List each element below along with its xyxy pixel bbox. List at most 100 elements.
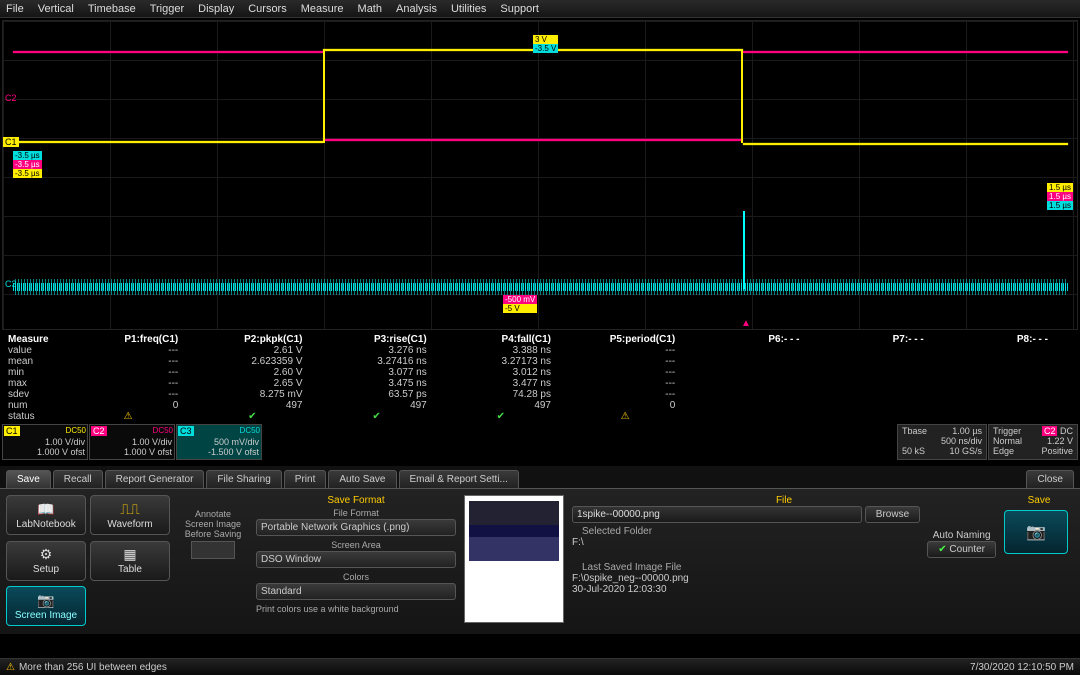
status-message: More than 256 UI between edges: [19, 662, 167, 673]
measure-cell: 3.276 ns: [327, 345, 451, 356]
status-icon: [948, 411, 1072, 422]
measure-header: P5:period(C1): [575, 334, 699, 345]
measure-header: P2:pkpk(C1): [202, 334, 326, 345]
screen-area-dropdown[interactable]: DSO Window: [256, 551, 456, 568]
tab-print[interactable]: Print: [284, 470, 327, 488]
measure-header: P7:- - -: [824, 334, 948, 345]
tab-save[interactable]: Save: [6, 470, 51, 488]
measure-cell: ---: [575, 345, 699, 356]
measure-cell: [948, 345, 1072, 356]
measure-cell: num: [8, 400, 78, 411]
menu-analysis[interactable]: Analysis: [396, 3, 437, 15]
measure-cell: [824, 400, 948, 411]
measure-cell: [699, 345, 823, 356]
status-icon: ⚠: [78, 411, 202, 422]
measure-cell: 63.57 ps: [327, 389, 451, 400]
menu-display[interactable]: Display: [198, 3, 234, 15]
tab-recall[interactable]: Recall: [53, 470, 103, 488]
measure-cell: [699, 367, 823, 378]
waveform-display[interactable]: C1 C2 C3 3 V-3.5 V -3.5 µs-3.5 µs-3.5 µs…: [2, 20, 1078, 330]
menu-support[interactable]: Support: [500, 3, 539, 15]
timebase-panel[interactable]: Tbase1.00 µs 500 ns/div 50 kS10 GS/s: [897, 424, 987, 460]
menu-utilities[interactable]: Utilities: [451, 3, 486, 15]
menu-vertical[interactable]: Vertical: [38, 3, 74, 15]
counter-button[interactable]: ✔ Counter: [927, 541, 996, 558]
status-bar: ⚠ More than 256 UI between edges 7/30/20…: [0, 658, 1080, 675]
measure-header: P6:- - -: [699, 334, 823, 345]
channel-label-c3: C3: [3, 279, 19, 289]
measure-header: P4:fall(C1): [451, 334, 575, 345]
trigger-arrow-icon: ▲: [741, 318, 751, 329]
measure-cell: 3.012 ns: [451, 367, 575, 378]
status-icon: ✔: [202, 411, 326, 422]
waveform-c2: [13, 51, 323, 53]
measure-cell: [948, 356, 1072, 367]
annotate-checkbox[interactable]: [191, 541, 235, 559]
waveform-icon: ⎍⎍: [120, 501, 140, 518]
measure-cell: ---: [78, 367, 202, 378]
measure-cell: ---: [575, 356, 699, 367]
close-button[interactable]: Close: [1026, 470, 1074, 488]
menu-file[interactable]: File: [6, 3, 24, 15]
measure-cell: 2.61 V: [202, 345, 326, 356]
measure-cell: 3.27173 ns: [451, 356, 575, 367]
measure-cell: 74.28 ps: [451, 389, 575, 400]
channel-box-c1[interactable]: C1DC50 1.00 V/div1.000 V ofst: [2, 424, 88, 460]
measure-cell: ---: [575, 378, 699, 389]
measure-cell: max: [8, 378, 78, 389]
measure-cell: [824, 367, 948, 378]
channel-label-c2: C2: [3, 93, 19, 103]
browse-button[interactable]: Browse: [865, 506, 920, 523]
tab-auto-save[interactable]: Auto Save: [328, 470, 396, 488]
cursor-markers-top: 3 V-3.5 V: [533, 35, 558, 53]
colors-dropdown[interactable]: Standard: [256, 583, 456, 600]
setup-button[interactable]: ⚙Setup: [6, 541, 86, 581]
measure-cell: ---: [78, 356, 202, 367]
tab-report-generator[interactable]: Report Generator: [105, 470, 205, 488]
measure-header: P3:rise(C1): [327, 334, 451, 345]
measure-cell: [824, 345, 948, 356]
screen-image-button[interactable]: 📷Screen Image: [6, 586, 86, 626]
measure-cell: [824, 378, 948, 389]
menu-cursors[interactable]: Cursors: [248, 3, 287, 15]
menu-trigger[interactable]: Trigger: [150, 3, 184, 15]
preview-thumbnail: [464, 495, 564, 623]
measure-cell: [699, 400, 823, 411]
save-dialog: 📖LabNotebook ⎍⎍Waveform ⚙Setup ▦Table 📷S…: [0, 488, 1080, 634]
measure-cell: [699, 356, 823, 367]
measure-cell: ---: [78, 345, 202, 356]
measure-cell: min: [8, 367, 78, 378]
channel-box-c3[interactable]: C3DC50 500 mV/div-1.500 V ofst: [176, 424, 262, 460]
measure-cell: 2.65 V: [202, 378, 326, 389]
measure-header: P8:- - -: [948, 334, 1072, 345]
menu-math[interactable]: Math: [358, 3, 382, 15]
channel-label-c1: C1: [3, 137, 19, 147]
labnotebook-button[interactable]: 📖LabNotebook: [6, 495, 86, 535]
measure-cell: ---: [575, 367, 699, 378]
measure-cell: 3.477 ns: [451, 378, 575, 389]
measure-cell: 2.623359 V: [202, 356, 326, 367]
tab-email-report-setti-[interactable]: Email & Report Setti...: [399, 470, 519, 488]
channel-panel-row: C1DC50 1.00 V/div1.000 V ofst C2DC50 1.0…: [0, 424, 1080, 460]
trigger-panel[interactable]: TriggerC2 DC Normal1.22 V EdgePositive: [988, 424, 1078, 460]
table-button[interactable]: ▦Table: [90, 541, 170, 581]
file-panel: File Browse Selected Folder F:\ Auto Nam…: [572, 495, 996, 628]
dialog-tabs: SaveRecallReport GeneratorFile SharingPr…: [0, 466, 1080, 488]
tab-file-sharing[interactable]: File Sharing: [206, 470, 281, 488]
menu-measure[interactable]: Measure: [301, 3, 344, 15]
status-icon: ✔: [327, 411, 451, 422]
menu-timebase[interactable]: Timebase: [88, 3, 136, 15]
filename-input[interactable]: [572, 506, 862, 523]
measurement-table: MeasureP1:freq(C1)P2:pkpk(C1)P3:rise(C1)…: [0, 332, 1080, 424]
annotate-panel: AnnotateScreen ImageBefore Saving: [178, 495, 248, 628]
measure-cell: [948, 378, 1072, 389]
file-format-dropdown[interactable]: Portable Network Graphics (.png): [256, 519, 456, 536]
save-now-button[interactable]: 📷: [1004, 510, 1068, 554]
measure-cell: ---: [78, 378, 202, 389]
channel-box-c2[interactable]: C2DC50 1.00 V/div1.000 V ofst: [89, 424, 175, 460]
status-icon: ✔: [451, 411, 575, 422]
measure-cell: ---: [575, 389, 699, 400]
table-icon: ▦: [123, 546, 136, 563]
waveform-button[interactable]: ⎍⎍Waveform: [90, 495, 170, 535]
measure-cell: [699, 378, 823, 389]
